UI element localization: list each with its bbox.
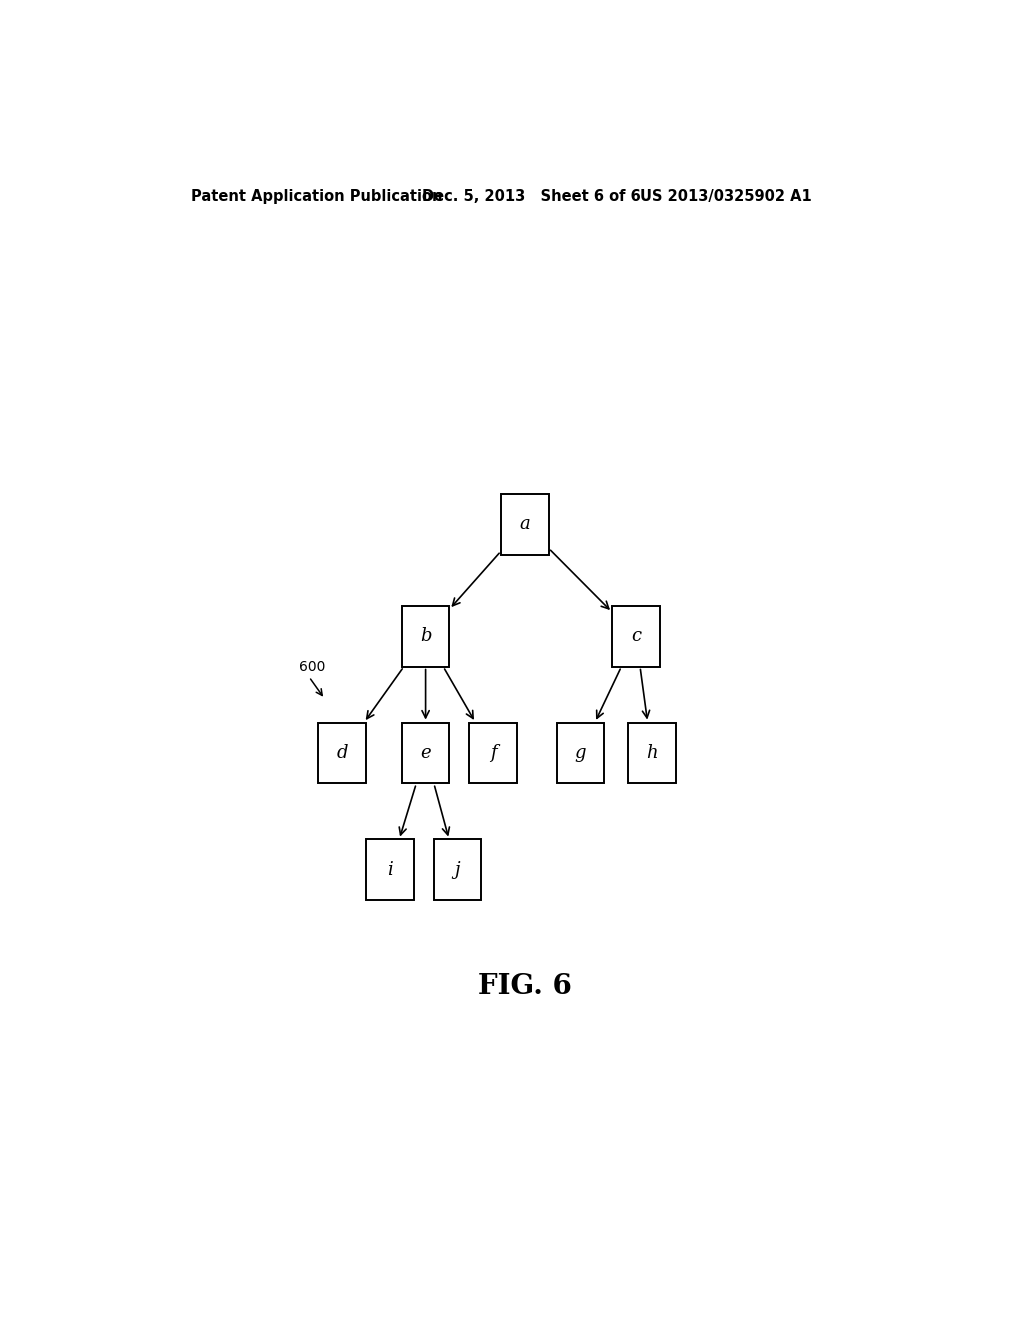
Text: d: d — [337, 744, 348, 762]
Text: b: b — [420, 627, 431, 645]
Text: US 2013/0325902 A1: US 2013/0325902 A1 — [640, 189, 812, 203]
FancyBboxPatch shape — [318, 722, 367, 784]
Text: f: f — [489, 744, 497, 762]
Text: h: h — [646, 744, 657, 762]
FancyBboxPatch shape — [401, 722, 450, 784]
Text: c: c — [631, 627, 641, 645]
FancyBboxPatch shape — [367, 840, 414, 900]
Text: 600: 600 — [299, 660, 325, 673]
FancyBboxPatch shape — [628, 722, 676, 784]
FancyBboxPatch shape — [401, 606, 450, 667]
Text: Dec. 5, 2013   Sheet 6 of 6: Dec. 5, 2013 Sheet 6 of 6 — [422, 189, 640, 203]
FancyBboxPatch shape — [556, 722, 604, 784]
Text: g: g — [574, 744, 586, 762]
Text: e: e — [420, 744, 431, 762]
Text: FIG. 6: FIG. 6 — [478, 973, 571, 1001]
Text: i: i — [387, 861, 393, 879]
FancyBboxPatch shape — [433, 840, 481, 900]
FancyBboxPatch shape — [469, 722, 517, 784]
FancyBboxPatch shape — [501, 494, 549, 554]
FancyBboxPatch shape — [612, 606, 659, 667]
Text: a: a — [519, 515, 530, 533]
Text: j: j — [455, 861, 460, 879]
Text: Patent Application Publication: Patent Application Publication — [191, 189, 443, 203]
